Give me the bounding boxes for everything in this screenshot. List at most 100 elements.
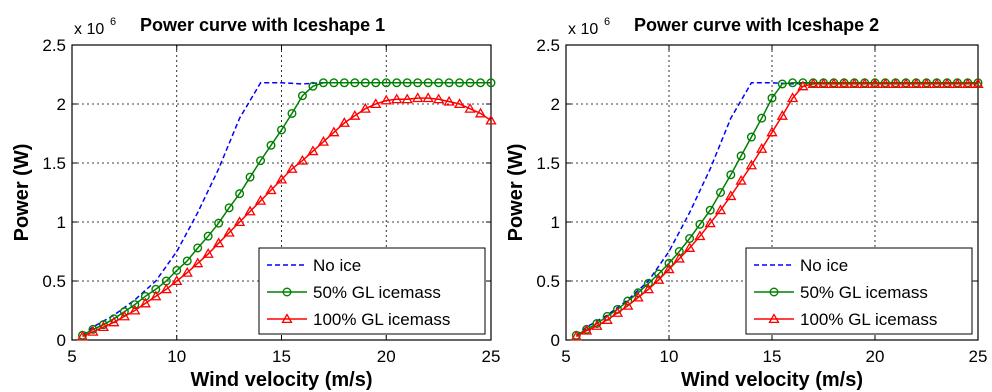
x-tick-label: 25 <box>482 347 501 366</box>
data-point <box>371 78 381 88</box>
data-point <box>972 78 984 88</box>
data-point <box>941 78 953 88</box>
data-point <box>392 78 402 88</box>
y-axis-label: Power (W) <box>11 144 33 242</box>
data-point <box>735 174 747 185</box>
x-tick-label: 10 <box>167 347 186 366</box>
data-point <box>910 78 922 88</box>
y-tick-label: 0.5 <box>536 272 560 291</box>
data-point <box>223 226 235 237</box>
data-point <box>318 78 328 88</box>
data-point <box>277 125 287 135</box>
data-point <box>413 78 423 88</box>
data-point <box>455 78 465 88</box>
y-tick-label: 2 <box>57 95 66 114</box>
data-point <box>683 242 696 252</box>
data-point <box>838 78 850 88</box>
y-tick-label: 1 <box>551 213 560 232</box>
legend-label: 50% GL icemass <box>800 283 928 302</box>
data-point <box>788 78 798 88</box>
data-point <box>643 278 653 288</box>
legend-marker <box>769 287 779 297</box>
data-point <box>76 330 89 341</box>
data-point <box>797 80 809 91</box>
data-point <box>767 93 777 103</box>
data-point <box>412 92 424 103</box>
x-tick-label: 20 <box>377 347 396 366</box>
data-point <box>464 102 476 113</box>
data-point <box>287 108 297 118</box>
data-point <box>329 78 339 88</box>
data-point <box>673 252 685 263</box>
data-point <box>828 78 840 88</box>
series-line <box>575 82 978 336</box>
y-exponent-power: 6 <box>604 16 610 28</box>
series-50pct-gl-icemass <box>77 78 496 340</box>
data-point <box>202 248 214 258</box>
data-point <box>203 231 213 241</box>
data-point <box>150 290 162 301</box>
data-point <box>254 194 267 205</box>
data-point <box>129 304 141 315</box>
legend-label: 50% GL icemass <box>313 283 441 302</box>
data-point <box>444 78 454 88</box>
x-tick-label: 15 <box>763 347 782 366</box>
y-tick-label: 0 <box>57 331 66 350</box>
x-axis-label: Wind velocity (m/s) <box>190 369 372 391</box>
data-point <box>632 291 644 302</box>
data-point <box>725 190 737 201</box>
legend-marker <box>768 313 780 324</box>
data-point <box>422 92 434 103</box>
data-point <box>308 81 318 91</box>
data-point <box>601 314 613 324</box>
legend-marker <box>281 313 293 324</box>
legend-item-50pct-gl-icemass: 50% GL icemass <box>267 283 441 302</box>
data-point <box>695 219 705 229</box>
y-exponent-label: x 10 <box>74 21 104 38</box>
data-point <box>611 307 624 317</box>
data-point <box>443 95 455 106</box>
data-point <box>130 300 140 310</box>
data-point <box>349 109 361 120</box>
legend: No ice 50% GL icemass 100% GL icemass <box>258 247 486 335</box>
series-100pct-gl-icemass <box>76 92 497 341</box>
data-point <box>694 230 706 241</box>
data-point <box>317 135 330 146</box>
data-point <box>245 172 255 182</box>
y-axis-label: Power (W) <box>505 144 527 242</box>
data-point <box>757 113 767 123</box>
data-point <box>192 257 204 268</box>
x-axis-label: Wind velocity (m/s) <box>681 369 863 391</box>
data-point <box>485 114 497 125</box>
chart-2: 5 10 15 20 25 0 0.5 1 1.5 2 2.5 x 10 6 Power curve wi… <box>505 15 987 391</box>
x-tick-label: 5 <box>561 347 570 366</box>
data-point <box>160 283 172 294</box>
series-line <box>82 82 491 336</box>
data-point <box>328 126 340 137</box>
data-point <box>807 78 819 88</box>
data-point <box>663 263 675 274</box>
data-point <box>653 274 665 284</box>
legend: No ice 50% GL icemass 100% GL icemass <box>745 247 973 335</box>
data-point <box>224 203 234 213</box>
legend-item-no-ice: No ice <box>267 256 361 275</box>
data-point <box>705 205 715 215</box>
data-point <box>642 283 655 294</box>
data-point <box>391 93 403 104</box>
data-point <box>786 92 799 103</box>
data-point <box>87 325 99 336</box>
data-point <box>359 102 371 113</box>
data-point <box>339 78 349 88</box>
data-point <box>869 78 881 88</box>
data-point <box>745 159 758 170</box>
data-point <box>591 320 603 330</box>
data-point <box>97 321 110 332</box>
data-point <box>951 78 964 88</box>
data-point <box>746 132 756 142</box>
legend-item-no-ice: No ice <box>754 256 848 275</box>
chart-title: Power curve with Iceshape 1 <box>140 15 385 35</box>
data-point <box>817 78 830 88</box>
data-point <box>266 140 276 150</box>
data-point <box>118 310 130 321</box>
y-tick-label: 2.5 <box>42 36 66 55</box>
